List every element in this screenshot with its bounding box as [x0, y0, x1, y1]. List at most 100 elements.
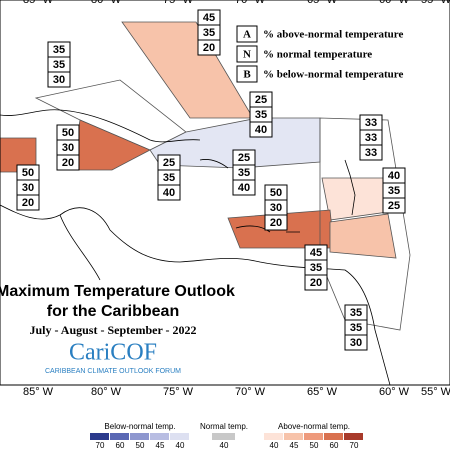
- forecast-value: 20: [22, 197, 34, 209]
- colorbar-tick: 60: [116, 441, 125, 450]
- forecast-value: 35: [238, 167, 250, 179]
- title-block: Maximum Temperature Outlook for the Cari…: [0, 283, 235, 375]
- forecast-value: 35: [388, 185, 400, 197]
- coastline: [0, 109, 391, 386]
- colorbar-swatch: [90, 433, 109, 440]
- forecast-value: 25: [388, 200, 400, 212]
- forecast-value: 33: [365, 117, 377, 129]
- map-frame: [0, 0, 450, 386]
- forecast-value: 35: [350, 322, 362, 334]
- longitude-label: 85° W: [23, 0, 54, 6]
- colorbar-swatch: [130, 433, 149, 440]
- colorbar-label: Above-normal temp.: [278, 422, 350, 431]
- logo-subtitle: CARIBBEAN CLIMATE OUTLOOK FORUM: [45, 368, 181, 375]
- region: [329, 213, 397, 259]
- forecast-value: 30: [22, 182, 34, 194]
- colorbar-tick: 45: [290, 441, 299, 450]
- forecast-value: 40: [255, 124, 267, 136]
- colorbar-label: Below-normal temp.: [104, 422, 175, 431]
- forecast-cell: [157, 184, 181, 201]
- forecast-value: 30: [270, 202, 282, 214]
- forecast-value: 35: [310, 262, 322, 274]
- longitude-label: 85° W: [23, 386, 54, 398]
- forecast-value: 30: [350, 337, 362, 349]
- coast: [199, 159, 300, 233]
- forecast-value: 35: [255, 109, 267, 121]
- colorbar-swatch: [110, 433, 129, 440]
- key: A N B % above-normal temperature % norma…: [236, 25, 403, 83]
- longitude-label: 75° W: [163, 0, 194, 6]
- longitude-label: 75° W: [163, 386, 194, 398]
- forecast-cell: [16, 194, 40, 211]
- colorbar-swatch: [324, 433, 343, 440]
- colorbar-swatch: [212, 433, 235, 440]
- forecast-value: 25: [163, 157, 175, 169]
- longitude-label: 60° W: [379, 0, 410, 6]
- forecast-cell: [56, 154, 80, 171]
- forecast-value: 25: [238, 152, 250, 164]
- colorbar-tick: 40: [270, 441, 279, 450]
- coast: [0, 109, 201, 143]
- longitude-label: 55° W: [421, 386, 450, 398]
- forecast-value: 33: [365, 147, 377, 159]
- title: Maximum Temperature Outlook: [0, 283, 235, 300]
- colorbar-tick: 40: [220, 441, 229, 450]
- colorbar-swatch: [150, 433, 169, 440]
- colorbar-tick: 50: [136, 441, 145, 450]
- colorbar-tick: 45: [156, 441, 165, 450]
- longitude-label: 60° W: [379, 386, 410, 398]
- coast: [344, 159, 356, 216]
- forecast-cell: [344, 334, 368, 351]
- forecast-value: 35: [53, 59, 65, 71]
- forecast-value: 40: [163, 187, 175, 199]
- longitude-labels: 85° W 85° W 80° W 80° W 75° W 75° W 70° W 70° W…: [23, 0, 450, 398]
- longitude-label: 70° W: [235, 0, 266, 6]
- forecast-value: 35: [163, 172, 175, 184]
- forecast-cell: [47, 71, 71, 88]
- forecast-cell: [304, 274, 328, 291]
- longitude-label: 80° W: [91, 386, 122, 398]
- period: July - August - September - 2022: [29, 323, 196, 337]
- forecast-value: 25: [255, 94, 267, 106]
- forecast-cell: [264, 214, 288, 231]
- forecast-value: 33: [365, 132, 377, 144]
- key-text: % normal temperature: [263, 49, 372, 61]
- subtitle: for the Caribbean: [47, 303, 179, 320]
- forecast-value: 45: [203, 12, 215, 24]
- colorbar-swatch: [170, 433, 189, 440]
- colorbar-swatch: [284, 433, 303, 440]
- longitude-label: 80° W: [91, 0, 122, 6]
- forecast-cell: [249, 121, 273, 138]
- key-letter: A: [243, 29, 251, 41]
- key-text: % below-normal temperature: [263, 69, 403, 81]
- longitude-label: 65° W: [307, 0, 338, 6]
- key-letter: B: [243, 69, 251, 81]
- region: [321, 177, 389, 221]
- key-letter: N: [243, 49, 251, 61]
- key-text: % above-normal temperature: [263, 29, 403, 41]
- forecast-value: 35: [53, 44, 65, 56]
- colorbar-tick: 40: [176, 441, 185, 450]
- forecast-value: 20: [203, 42, 215, 54]
- forecast-cell: [197, 39, 221, 56]
- key-box: [236, 25, 258, 43]
- forecast-value: 30: [62, 142, 74, 154]
- colorbar-swatch: [344, 433, 363, 440]
- forecast-cell: [359, 144, 383, 161]
- forecast-cell: [232, 179, 256, 196]
- colorbar-swatch: [304, 433, 323, 440]
- colorbar-tick: 60: [330, 441, 339, 450]
- longitude-label: 55° W: [421, 0, 450, 6]
- colorbar-label: Normal temp.: [200, 422, 248, 431]
- forecast-value: 40: [238, 182, 250, 194]
- key-box: [236, 45, 258, 63]
- forecast-value: 35: [350, 307, 362, 319]
- colorbar-tick: 50: [310, 441, 319, 450]
- coast: [0, 204, 391, 386]
- colorbar: Below-normal temp. 70 60 50 45 40 Normal temp.…: [90, 422, 363, 450]
- forecast-value: 40: [388, 170, 400, 182]
- forecast-value: 30: [53, 74, 65, 86]
- coast: [59, 214, 101, 281]
- forecast-value: 20: [270, 217, 282, 229]
- longitude-label: 65° W: [307, 386, 338, 398]
